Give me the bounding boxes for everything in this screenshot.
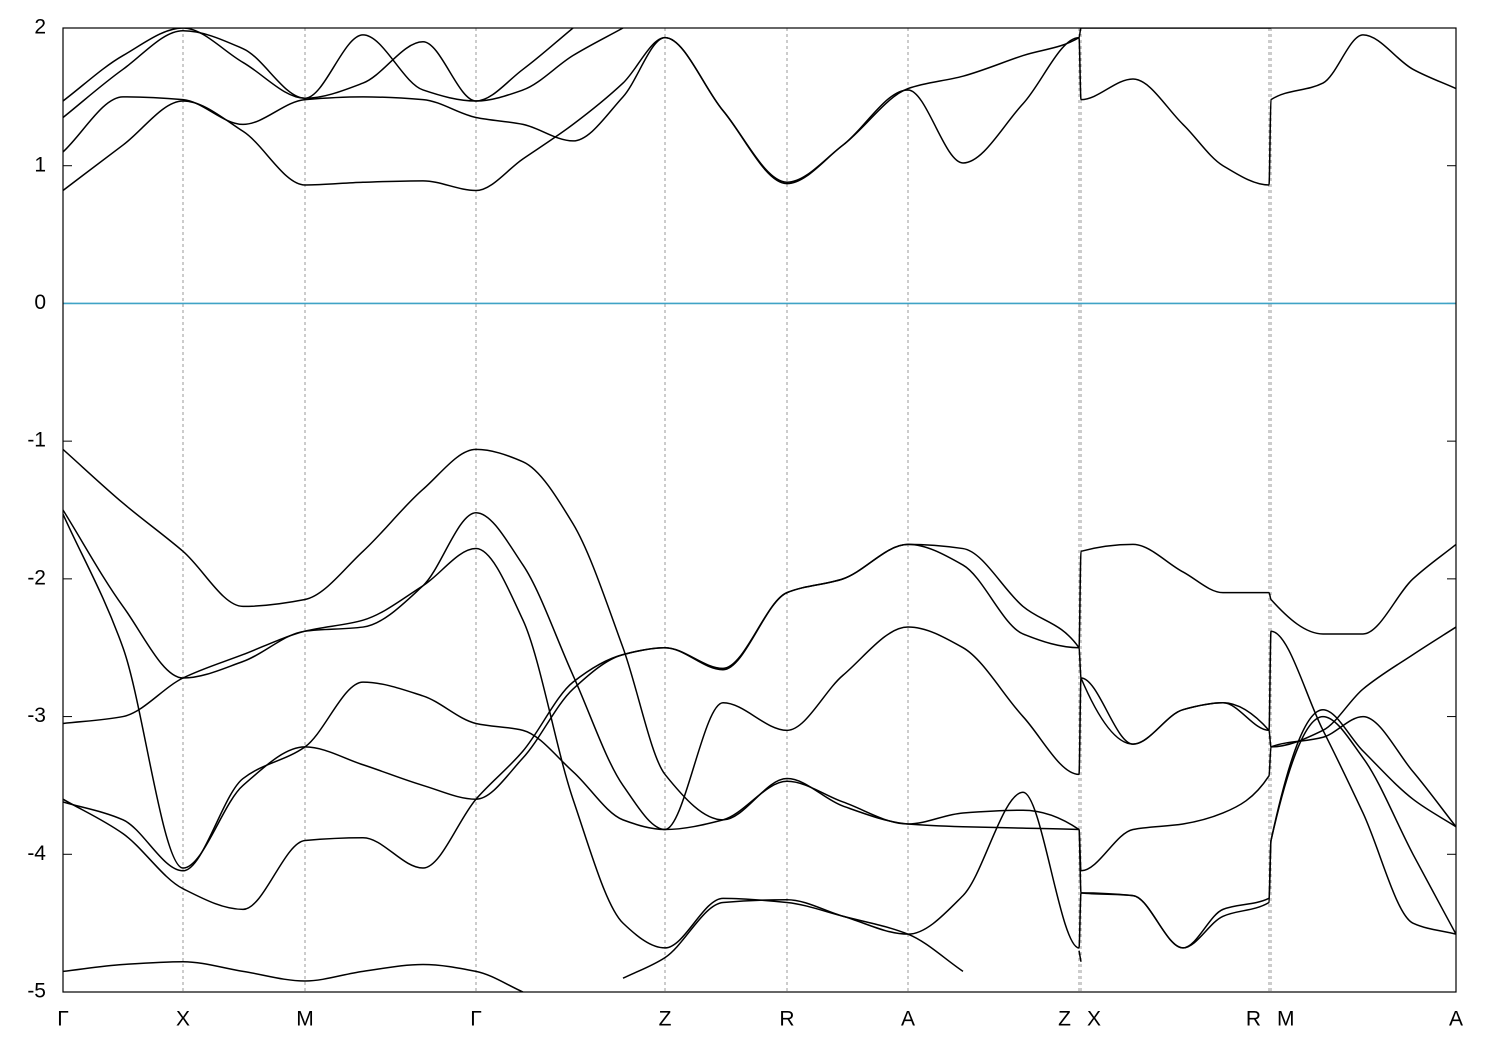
band-line xyxy=(63,28,574,119)
y-tick-label: 0 xyxy=(34,291,46,314)
bands xyxy=(63,28,1456,992)
x-tick-label: X xyxy=(1087,1008,1101,1031)
x-tick-label: A xyxy=(1449,1008,1463,1031)
x-tick-label: R xyxy=(779,1008,794,1031)
y-tick-label: -2 xyxy=(27,566,46,589)
band-line xyxy=(63,28,1271,183)
y-tick-label: -4 xyxy=(27,842,46,865)
band-line xyxy=(63,448,1456,872)
x-tick-label: Γ xyxy=(57,1008,69,1031)
x-tick-label: R xyxy=(1246,1008,1261,1031)
x-tick-label: M xyxy=(296,1008,314,1031)
band-line xyxy=(63,715,1456,992)
x-tick-label: Z xyxy=(1058,1008,1071,1031)
y-tick-label: -1 xyxy=(27,429,46,452)
x-tick-label: M xyxy=(1277,1008,1295,1031)
band-line xyxy=(63,28,624,102)
x-tick-label: X xyxy=(176,1008,190,1031)
y-tick-label: 2 xyxy=(34,16,46,39)
y-tick-label: -3 xyxy=(27,704,46,727)
y-tick-label: 1 xyxy=(34,153,46,176)
x-tick-label: A xyxy=(901,1008,915,1031)
x-tick-label: Γ xyxy=(470,1008,482,1031)
band-line xyxy=(63,626,1456,935)
plot-frame xyxy=(62,27,1457,993)
y-tick-label: -5 xyxy=(27,980,46,1003)
x-tick-label: Z xyxy=(659,1008,672,1031)
